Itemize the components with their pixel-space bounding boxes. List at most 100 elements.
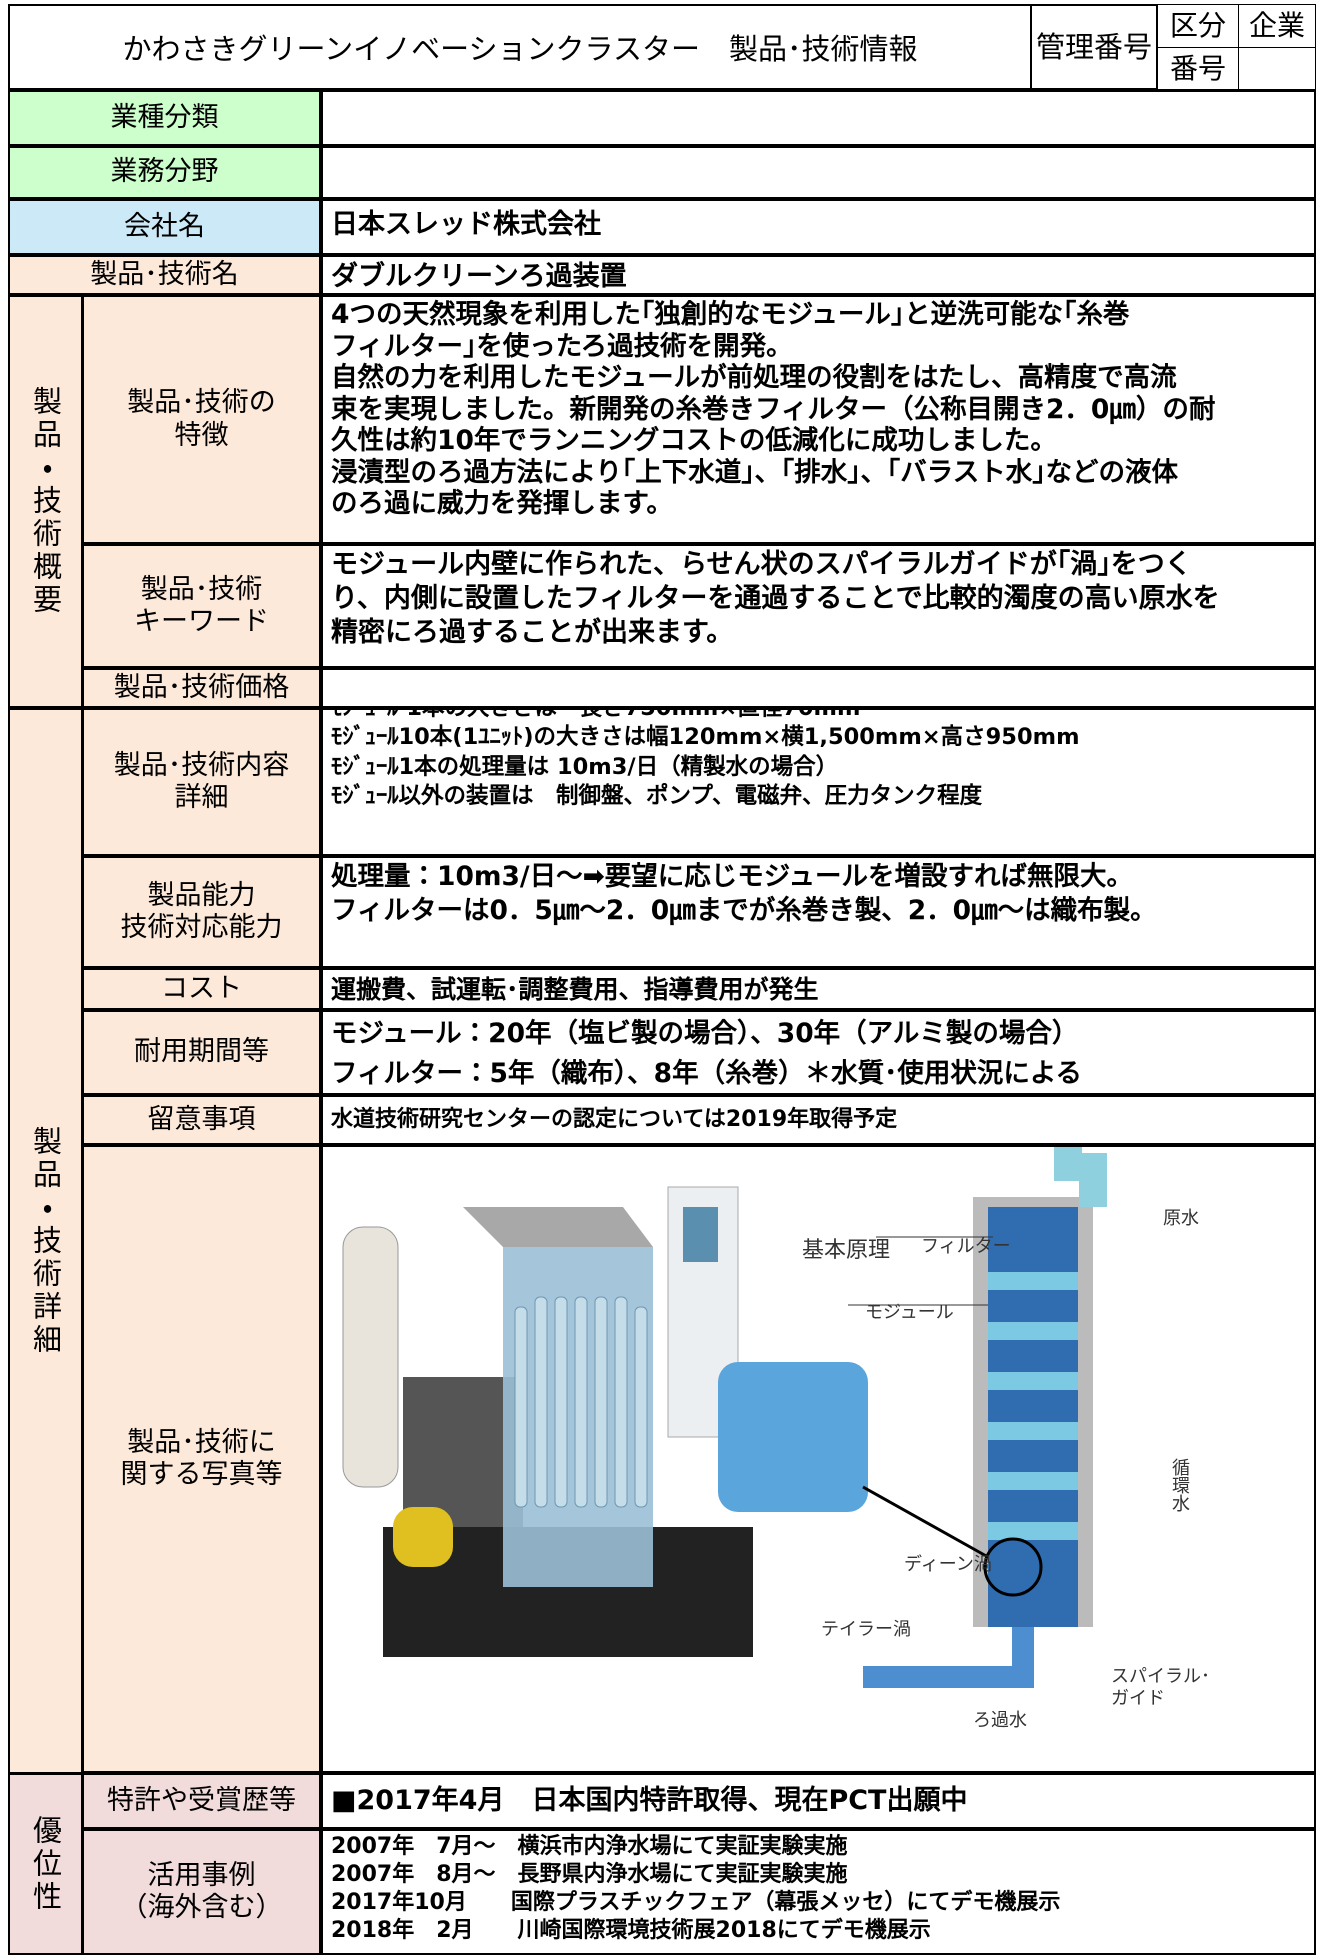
content-lines: ﾓｼﾞｭｰﾙ 1本の大きさは 長さ750mm×直径70mm ﾓｼﾞｭｰﾙ10本(1… [331,708,1306,811]
row-content: ■2017年4月 日本国内特許取得、現在PCT出願中 [321,1773,1316,1829]
content-line: のろ過に威力を発揮します。 [331,488,673,520]
diagram-label: テイラー渦 [821,1619,911,1640]
content-lines: 日本スレッド株式会社 [331,203,1306,246]
content-line: り、内側に設置したフィルターを通過することで比較的濁度の高い原水を [331,582,1220,614]
label-line: （海外含む） [120,1892,283,1923]
diagram-label: ディーン渦 [904,1554,992,1575]
row-content: モジュール内壁に作られた、らせん状のスパイラルガイドが｢渦｣をつく り、内側に設置… [321,544,1316,668]
label-line: 製品･技術の [127,387,276,419]
diagram-label: フィルター [921,1236,1011,1257]
content-line: 2007年 7月～ 横浜市内浄水場にて実証実験実施 [331,1834,848,1859]
diagram-label-line: ガイド [1111,1687,1165,1709]
row-content [321,1145,1316,1773]
content-lines: ■2017年4月 日本国内特許取得、現在PCT出願中 [331,1777,1306,1824]
row-content: 日本スレッド株式会社 [321,199,1316,255]
row-content: 処理量：10m3/日～➡要望に応じモジュールを増設すれば無限大。 フィルターは0．… [321,856,1316,968]
content-line: 久性は約10年でランニングコストの低減化に成功しました。 [331,425,1057,457]
row-content: ﾓｼﾞｭｰﾙ 1本の大きさは 長さ750mm×直径70mm ﾓｼﾞｭｰﾙ10本(1… [321,708,1316,856]
company-label: 企業 [1238,4,1316,48]
content-line: モジュール：20年（塩ビ製の場合）、30年（アルミ製の場合） [331,1018,1079,1049]
content-line: 2017年10月 国際プラスチックフェア（幕張メッセ）にてデモ機展示 [331,1890,1061,1916]
content-lines: モジュール：20年（塩ビ製の場合）、30年（アルミ製の場合） フィルター：5年（織… [331,1014,1306,1093]
content-line: 2018年 2月 川崎国際環境技術展2018にてデモ機展示 [331,1918,931,1944]
row-label: 製品･技術名 [8,255,321,295]
row-content: ダブルクリーンろ過装置 [321,255,1316,295]
content-line: ﾓｼﾞｭｰﾙ10本(1ﾕﾆｯﾄ)の大きさは幅120mm×横1,500mm×高さ9… [331,724,1080,751]
diagram-label-line: スパイラル･ [1111,1666,1210,1687]
label-line: 特徴 [174,419,229,451]
diagram-label: モジュール [865,1302,954,1323]
content-line: フィルター：5年（織布）、8年（糸巻）＊水質･使用状況による [331,1057,1083,1089]
category-label: 区分 [1157,4,1239,48]
label-line: 詳細 [174,782,229,813]
content-line: ダブルクリーンろ過装置 [331,261,627,292]
content-line: フィルターは0．5㎛～2．0㎛までが糸巻き製、2．0㎛～は織布製。 [331,895,1157,927]
group-advantage: 優位性 [8,1773,83,1955]
label-line: 製品･技術内容 [113,749,290,781]
row-label: 会社名 [8,199,321,255]
row-label: 製品･技術に 関する写真等 [82,1145,321,1773]
label-line: 製品･技術 [140,573,263,605]
vortex-block [718,1362,868,1512]
content-lines: モジュール内壁に作られた、らせん状のスパイラルガイドが｢渦｣をつく り、内側に設置… [331,548,1306,649]
content-line: フィルター｣を使ったろ過技術を開発。 [331,330,793,362]
content-line: 日本スレッド株式会社 [331,209,601,240]
label-line: 技術対応能力 [120,912,283,943]
row-label: 製品･技術 キーワード [82,544,321,668]
content-line: 浸漬型のろ過方法により｢上下水道｣、｢排水｣、｢バラスト水｣などの液体 [331,456,1178,488]
content-line: 2007年 8月～ 長野県内浄水場にて実証実験実施 [331,1862,848,1888]
row-content: 運搬費、試運転･調整費用、指導費用が発生 [321,968,1316,1010]
number-value [1238,47,1316,90]
row-label: 製品･技術の 特徴 [82,295,321,544]
label-line: 関する写真等 [120,1459,283,1490]
row-content [321,668,1316,708]
content-line: ﾓｼﾞｭｰﾙ 1本の大きさは 長さ750mm×直径70mm [331,708,861,721]
row-content: 2007年 7月～ 横浜市内浄水場にて実証実験実施 2007年 8月～ 長野県内浄… [321,1829,1316,1955]
principle-diagram [718,1147,1107,1688]
diagram-label: 循環水 [1169,1458,1190,1512]
row-label: 耐用期間等 [82,1010,321,1095]
content-line: 4つの天然現象を利用した｢独創的なモジュール｣と逆洗可能な｢糸巻 [331,299,1130,330]
content-lines: 運搬費、試運転･調整費用、指導費用が発生 [331,972,1306,1008]
management-number: 管理番号 [1030,4,1158,90]
diagram-label: ろ過水 [973,1710,1027,1731]
content-line: ﾓｼﾞｭｰﾙ1本の処理量は 10m3/日（精製水の場合） [331,753,839,780]
label-line: 活用事例 [147,1859,256,1891]
content-line: 束を実現しました。新開発の糸巻きフィルター（公称目開き2．0㎛）の耐 [331,393,1216,425]
content-line: 処理量：10m3/日～➡要望に応じモジュールを増設すれば無限大。 [331,861,1133,892]
row-content [321,146,1316,199]
row-content: 4つの天然現象を利用した｢独創的なモジュール｣と逆洗可能な｢糸巻 フィルター｣を使… [321,295,1316,544]
row-label: 製品･技術内容 詳細 [82,708,321,856]
row-label: 留意事項 [82,1095,321,1145]
content-line: 水道技術研究センターの認定については2019年取得予定 [331,1107,898,1132]
diagram-label: 原水 [1163,1208,1199,1229]
content-line: ﾓｼﾞｭｰﾙ以外の装置は 制御盤、ポンプ、電磁弁、圧力タンク程度 [331,782,983,809]
content-lines: 2007年 7月～ 横浜市内浄水場にて実証実験実施 2007年 8月～ 長野県内浄… [331,1833,1306,1946]
content-lines: 4つの天然現象を利用した｢独創的なモジュール｣と逆洗可能な｢糸巻 フィルター｣を使… [331,299,1306,520]
content-line: モジュール内壁に作られた、らせん状のスパイラルガイドが｢渦｣をつく [331,549,1192,580]
content-line: 精密にろ過することが出来ます。 [331,616,734,648]
content-lines: ダブルクリーンろ過装置 [331,259,1306,293]
diagram-label: スパイラル･ ガイド [1111,1666,1210,1709]
label-line: キーワード [134,606,269,637]
content-lines: 水道技術研究センターの認定については2019年取得予定 [331,1099,1306,1141]
content-line: ■2017年4月 日本国内特許取得、現在PCT出願中 [331,1785,968,1816]
row-label: 業務分野 [8,146,321,199]
content-lines: 処理量：10m3/日～➡要望に応じモジュールを増設すれば無限大。 フィルターは0．… [331,860,1306,929]
label-line: 製品･技術に [127,1426,276,1458]
group-detail: 製品・技術詳細 [8,708,83,1774]
row-label: 活用事例 （海外含む） [82,1829,321,1955]
row-label: 業種分類 [8,90,321,146]
row-label: 特許や受賞歴等 [82,1773,321,1829]
row-label: 製品能力 技術対応能力 [82,856,321,968]
row-content [321,90,1316,146]
title: かわさきグリーンイノベーションクラスター 製品･技術情報 [8,4,1032,90]
row-label: コスト [82,968,321,1010]
content-line: 運搬費、試運転･調整費用、指導費用が発生 [331,975,819,1004]
group-overview: 製品・技術概要 [8,295,83,708]
row-content: モジュール：20年（塩ビ製の場合）、30年（アルミ製の場合） フィルター：5年（織… [321,1010,1316,1095]
content-line: 自然の力を利用したモジュールが前処理の役割をはたし、高精度で高流 [331,362,1177,394]
row-content: 水道技術研究センターの認定については2019年取得予定 [321,1095,1316,1145]
photo [323,1147,1313,1771]
